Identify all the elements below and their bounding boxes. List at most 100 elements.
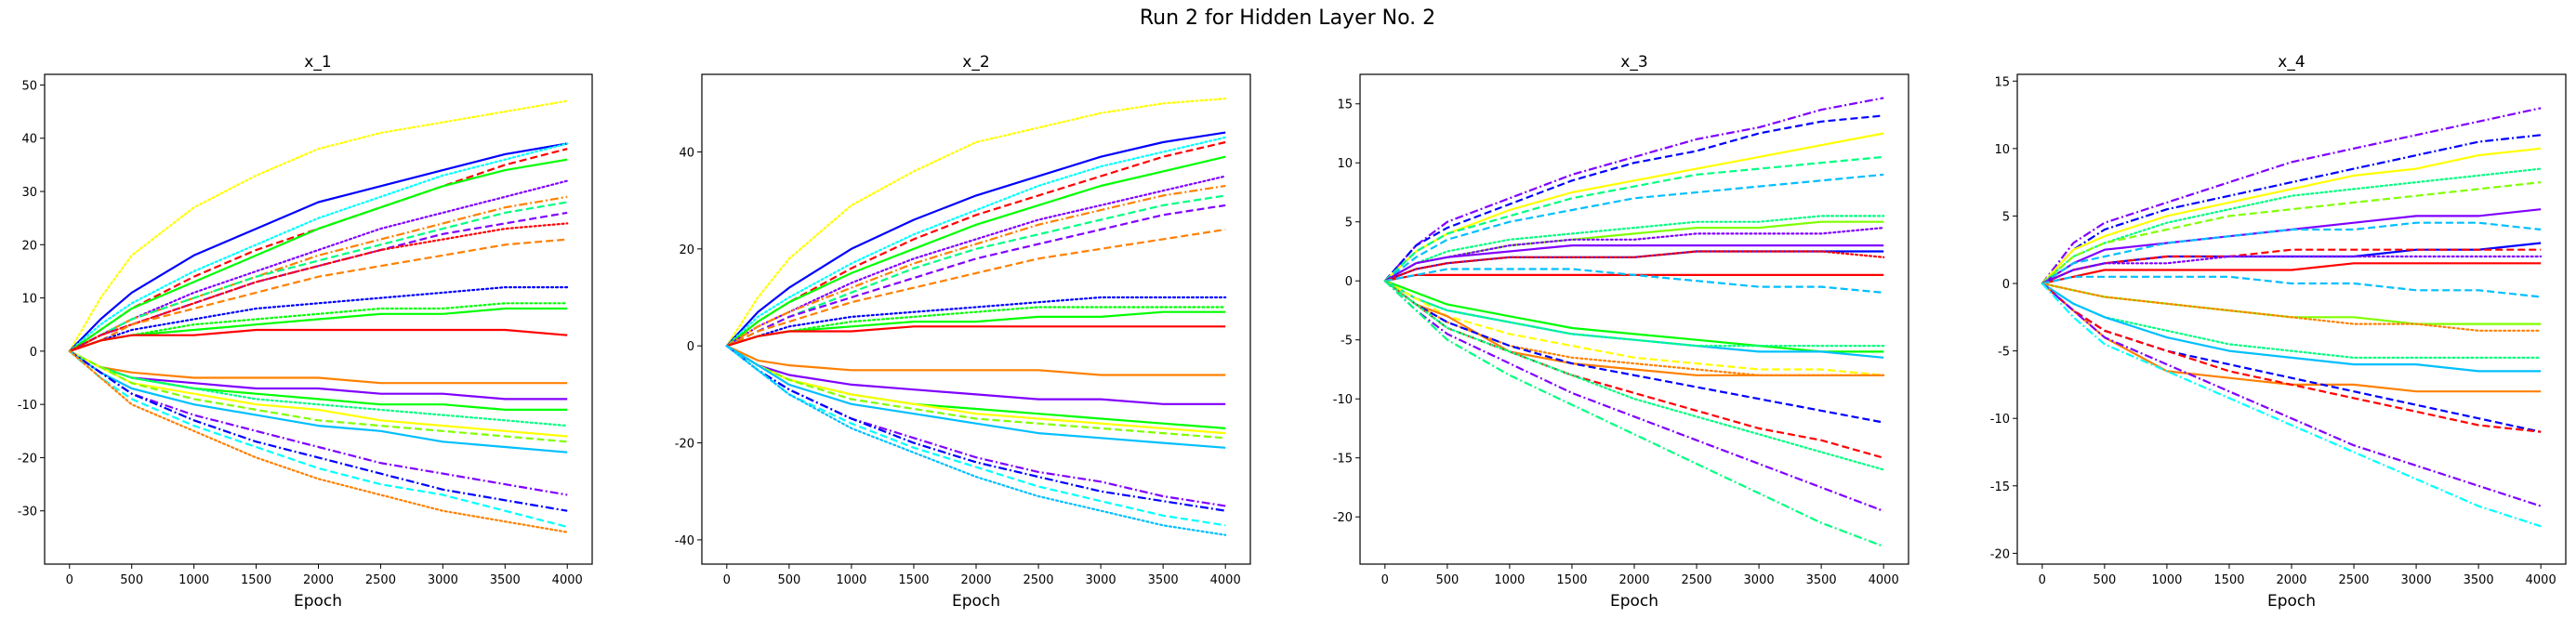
series-line	[2041, 181, 2542, 284]
x-tick-label: 1500	[2213, 573, 2244, 587]
series-line	[1384, 280, 1884, 376]
series-line	[69, 349, 568, 496]
x-tick-label: 4000	[2526, 573, 2556, 587]
subplot-title: x_1	[304, 53, 331, 72]
y-tick-label: -15	[1333, 453, 1353, 467]
x-tick-label: 3000	[2401, 573, 2432, 587]
subplot-x2: x_2 Epoch	[952, 53, 1000, 611]
subplot-x1: x_1 Epoch	[294, 53, 342, 611]
plot-area-3: 0 500 1000 1500 2000 2500 3000 3500 4000 -20 -15 -1…	[1333, 73, 1909, 587]
series-line	[2041, 275, 2542, 298]
series-line	[2041, 282, 2543, 332]
series-line	[68, 349, 569, 533]
subplot-title: x_3	[1620, 53, 1647, 72]
x-tick-label: 500	[777, 573, 800, 587]
series-line	[2041, 147, 2542, 284]
x-tick-label: 3000	[428, 573, 458, 587]
series-line	[1384, 273, 1884, 283]
y-tick-label: 10	[1994, 143, 2010, 157]
y-tick-label: 0	[1345, 275, 1353, 289]
x-tick-label: 500	[2093, 573, 2116, 587]
series-line	[1384, 268, 1884, 294]
series-line	[68, 222, 569, 352]
x-tick-label: 2500	[2338, 573, 2369, 587]
x-tick-label: 500	[1435, 573, 1459, 587]
series-line	[1384, 280, 1884, 512]
x-axis-label: Epoch	[2267, 592, 2316, 611]
series-line	[69, 238, 568, 352]
x-tick-label: 0	[723, 573, 731, 587]
x-tick-label: 1000	[1494, 573, 1525, 587]
x-tick-label: 1500	[1556, 573, 1587, 587]
series-line	[2041, 255, 2543, 285]
plot-area-1: 0 500 1000 1500 2000 2500 3000 3500 4000-30-20-1…	[18, 73, 593, 587]
series-line	[69, 201, 568, 352]
series-line	[2041, 283, 2542, 528]
series-line	[2041, 248, 2542, 285]
subplot-title: x_2	[962, 53, 989, 72]
x-tick-label: 2000	[303, 573, 334, 587]
x-tick-label: 2000	[960, 573, 991, 587]
series-line	[1383, 250, 1885, 283]
series-line	[1384, 155, 1884, 282]
y-tick-label: 40	[21, 133, 37, 147]
series-line	[726, 204, 1226, 348]
y-tick-label: -40	[675, 534, 694, 548]
series-line	[1383, 114, 1884, 282]
y-tick-label: -20	[18, 452, 37, 466]
x-tick-label: 2000	[1618, 573, 1649, 587]
series-line	[1384, 280, 1884, 353]
series-line	[1383, 280, 1885, 348]
figure-title: Run 2 for Hidden Layer No. 2	[1140, 7, 1435, 30]
series-line	[726, 345, 1226, 507]
y-tick-label: -10	[1333, 393, 1353, 407]
y-tick-label: -5	[1341, 335, 1353, 348]
x-tick-label: 3000	[1086, 573, 1116, 587]
y-tick-label: 5	[2002, 210, 2010, 224]
x-tick-label: 4000	[552, 573, 583, 587]
x-tick-label: 1500	[898, 573, 929, 587]
series-group	[1383, 97, 1885, 548]
series-line	[2041, 283, 2542, 433]
series-line	[726, 325, 1226, 348]
x-tick-label: 0	[2039, 573, 2046, 587]
y-tick-label: 5	[1345, 217, 1353, 230]
y-tick-label: -20	[1333, 511, 1353, 525]
series-line	[725, 136, 1227, 348]
y-tick-label: -10	[1990, 413, 2010, 427]
series-line	[726, 345, 1226, 376]
series-line	[726, 345, 1226, 440]
series-line	[2041, 262, 2542, 285]
series-line	[2041, 283, 2542, 393]
series-group	[725, 97, 1227, 536]
x-tick-label: 1500	[241, 573, 271, 587]
x-tick-label: 2500	[365, 573, 396, 587]
series-line	[68, 142, 569, 352]
series-line	[726, 184, 1226, 348]
subplot-x3: x_3 Epoch	[1610, 53, 1658, 611]
series-group	[2041, 107, 2543, 528]
series-line	[726, 345, 1226, 512]
x-tick-label: 3500	[490, 573, 521, 587]
series-line	[725, 345, 1227, 536]
series-line	[69, 349, 568, 512]
series-line	[726, 345, 1226, 449]
series-line	[726, 345, 1226, 405]
series-line	[2041, 221, 2542, 284]
series-group	[68, 99, 569, 533]
series-line	[68, 286, 569, 352]
series-line	[69, 195, 568, 352]
plot-area-2: 0 500 1000 1500 2000 2500 3000 3500 4000 -40 -20 0 2…	[675, 73, 1251, 587]
y-tick-label: 15	[1337, 99, 1353, 112]
series-line	[725, 296, 1227, 348]
x-tick-label: 4000	[1869, 573, 1899, 587]
y-tick-label: 30	[21, 186, 37, 200]
series-line	[69, 142, 568, 352]
series-line	[68, 349, 569, 427]
series-line	[69, 349, 568, 454]
x-tick-label: 3500	[2464, 573, 2494, 587]
x-tick-label: 4000	[1210, 573, 1241, 587]
y-tick-label: 20	[679, 243, 694, 257]
y-tick-label: 0	[30, 346, 37, 360]
